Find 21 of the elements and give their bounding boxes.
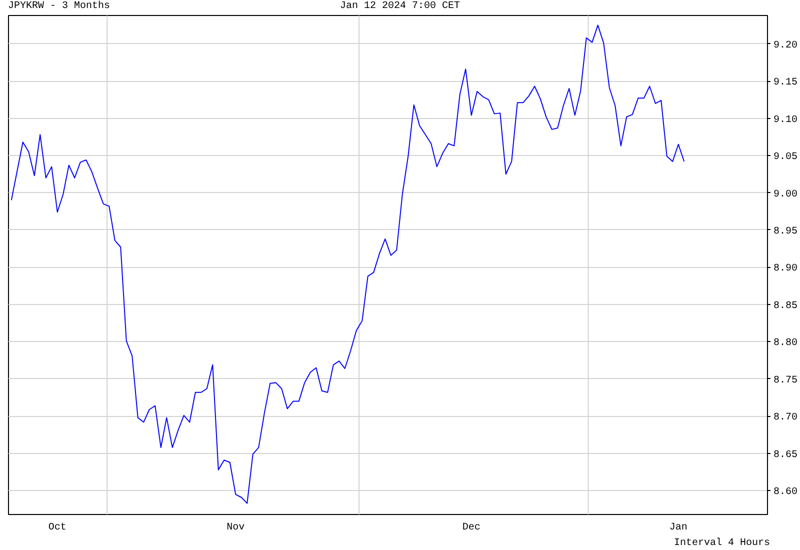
x-tick-label: Jan <box>669 522 688 534</box>
x-tick-label: Dec <box>462 522 480 534</box>
y-tick-label: 9.05 <box>774 152 798 164</box>
x-tick-label: Oct <box>48 522 66 534</box>
y-tick-label: 8.70 <box>774 412 798 424</box>
y-tick-label: 8.85 <box>774 300 798 312</box>
y-tick-label: 8.65 <box>774 450 798 461</box>
y-tick-label: 8.60 <box>774 487 798 498</box>
text: Interval 4 Hours <box>674 537 770 550</box>
chart-subtitle: Jan 12 2024 7:00 CET <box>340 1 460 12</box>
line-series <box>10 24 685 504</box>
x-tick-label: Nov <box>226 522 245 534</box>
y-tick-label: 8.80 <box>774 338 798 350</box>
y-tick-label: 9.00 <box>774 189 798 200</box>
y-tick-label: 8.75 <box>774 375 798 386</box>
y-tick-label: 9.20 <box>774 40 798 52</box>
y-tick-label: 9.15 <box>774 78 798 89</box>
y-tick-label: 8.90 <box>774 264 798 275</box>
y-tick-label: 8.95 <box>774 226 798 238</box>
y-tick-label: 9.10 <box>774 114 798 126</box>
chart-title: JPYKRW - 3 Months <box>8 0 110 14</box>
